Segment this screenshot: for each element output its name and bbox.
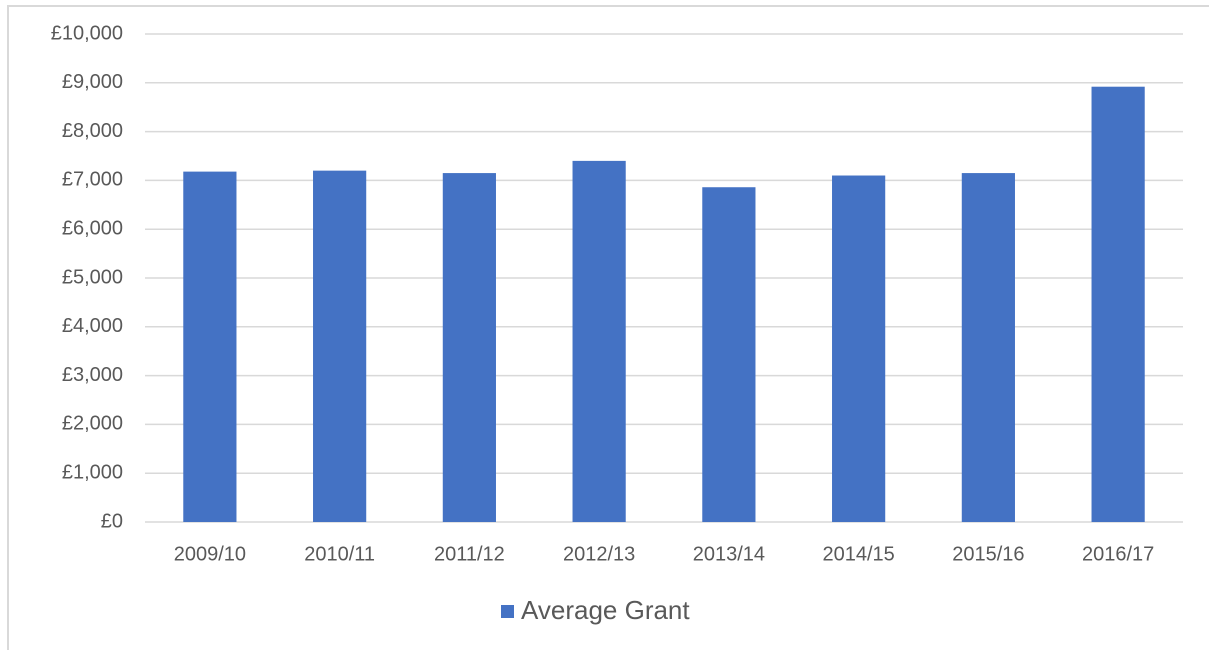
y-tick-label: £7,000 xyxy=(62,169,123,191)
x-tick-label: 2010/11 xyxy=(304,543,375,565)
legend-label: Average Grant xyxy=(521,595,690,625)
y-tick-label: £2,000 xyxy=(62,413,123,435)
bar xyxy=(702,187,756,522)
chart-border xyxy=(7,5,1209,650)
bar xyxy=(442,173,496,522)
y-tick-label: £6,000 xyxy=(62,217,123,239)
bar xyxy=(1091,86,1145,522)
y-tick-label: £10,000 xyxy=(51,22,123,44)
y-tick-label: £4,000 xyxy=(62,315,123,337)
y-tick-label: £0 xyxy=(101,510,123,532)
legend-swatch xyxy=(501,605,514,618)
bar xyxy=(183,171,237,522)
y-tick-label: £9,000 xyxy=(62,71,123,93)
bar xyxy=(832,175,886,522)
x-tick-label: 2013/14 xyxy=(693,543,765,565)
x-tick-label: 2016/17 xyxy=(1082,543,1154,565)
y-tick-label: £5,000 xyxy=(62,266,123,288)
x-tick-label: 2011/12 xyxy=(434,543,505,565)
x-tick-label: 2012/13 xyxy=(563,543,635,565)
x-tick-label: 2014/15 xyxy=(822,543,894,565)
bar xyxy=(572,160,626,522)
bar xyxy=(961,173,1015,522)
x-tick-label: 2015/16 xyxy=(952,543,1024,565)
y-tick-label: £1,000 xyxy=(62,461,123,483)
y-tick-label: £3,000 xyxy=(62,364,123,386)
x-tick-label: 2009/10 xyxy=(174,543,246,565)
y-tick-label: £8,000 xyxy=(62,120,123,142)
bar xyxy=(313,170,367,522)
